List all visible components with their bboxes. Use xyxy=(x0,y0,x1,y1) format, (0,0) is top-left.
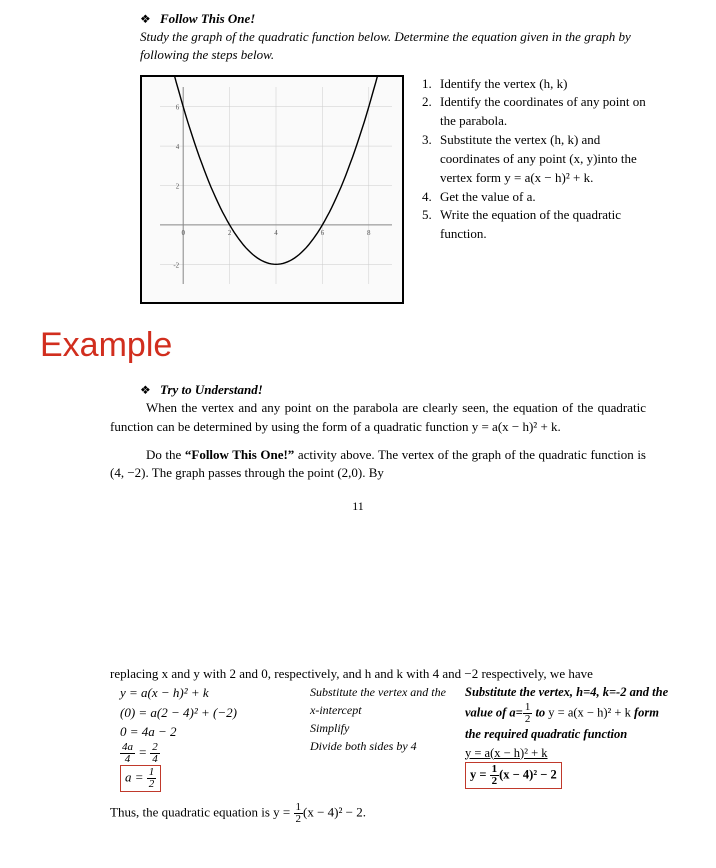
svg-text:2: 2 xyxy=(228,228,232,236)
follow-body: Study the graph of the quadratic functio… xyxy=(140,28,646,64)
conclusion: Thus, the quadratic equation is y = 12(x… xyxy=(110,802,646,825)
boxed-final-equation: y = 12(x − 4)² − 2 xyxy=(465,762,562,789)
svg-text:-2: -2 xyxy=(173,261,179,269)
step-text: Substitute the vertex (h, k) and coordin… xyxy=(440,131,646,188)
follow-title: Follow This One! xyxy=(160,11,255,26)
svg-text:6: 6 xyxy=(176,103,180,111)
step-text: Identify the vertex (h, k) xyxy=(440,75,567,94)
svg-text:4: 4 xyxy=(176,143,180,151)
step-text: Write the equation of the quadratic func… xyxy=(440,206,646,244)
try-paragraph-2: Do the “Follow This One!” activity above… xyxy=(110,446,646,482)
step-number: 2. xyxy=(422,93,440,131)
page-number: 11 xyxy=(40,498,676,515)
substitution-box: Substitute the vertex, h=4, k=-2 and the… xyxy=(465,683,675,789)
steps-list: 1.Identify the vertex (h, k) 2.Identify … xyxy=(422,75,646,304)
try-paragraph-1: When the vertex and any point on the par… xyxy=(110,399,646,435)
step-text: Identify the coordinates of any point on… xyxy=(440,93,646,131)
step-number: 3. xyxy=(422,131,440,188)
svg-text:8: 8 xyxy=(367,228,371,236)
svg-text:0: 0 xyxy=(181,228,185,236)
step-number: 1. xyxy=(422,75,440,94)
diamond-bullet-icon: ❖ xyxy=(140,11,151,28)
try-title: Try to Understand! xyxy=(160,382,263,397)
svg-text:4: 4 xyxy=(274,228,278,236)
derivation-equations: y = a(x − h)² + k (0) = a(2 − 4)² + (−2)… xyxy=(120,683,300,792)
continuation-text: replacing x and y with 2 and 0, respecti… xyxy=(110,665,646,683)
parabola-graph: 0 2 4 6 8 -2 2 4 6 xyxy=(140,75,404,304)
step-text: Get the value of a. xyxy=(440,188,536,207)
boxed-a-value: a = 12 xyxy=(120,765,161,792)
svg-text:2: 2 xyxy=(176,182,180,190)
step-number: 5. xyxy=(422,206,440,244)
svg-text:6: 6 xyxy=(321,228,325,236)
derivation-annotations: Substitute the vertex and the x-intercep… xyxy=(310,683,455,755)
example-heading: Example xyxy=(40,322,676,370)
diamond-bullet-icon: ❖ xyxy=(140,382,151,399)
step-number: 4. xyxy=(422,188,440,207)
